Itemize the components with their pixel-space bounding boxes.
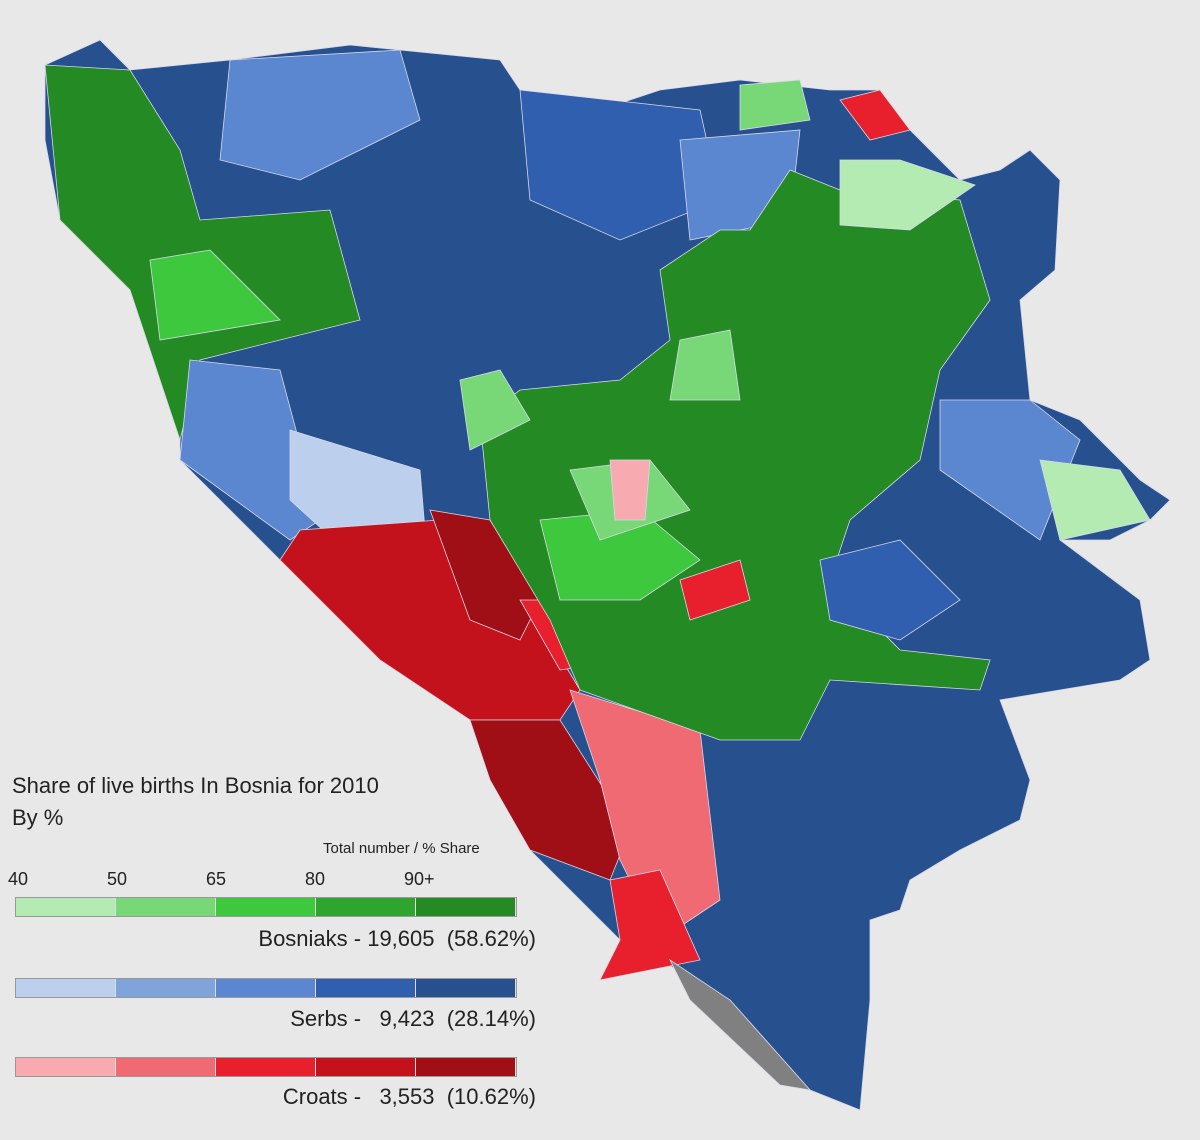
region	[219, 49, 421, 181]
color-swatch	[416, 979, 516, 997]
color-scale	[15, 1057, 517, 1077]
region	[609, 459, 651, 521]
scale-tick-label: 50	[107, 869, 128, 889]
color-swatch	[316, 1058, 416, 1076]
group-total: Serbs - 9,423 (28.14%)	[290, 1006, 536, 1031]
subtitle: By %	[12, 805, 64, 830]
region	[819, 539, 961, 641]
color-swatch	[316, 898, 416, 916]
color-scale	[15, 897, 517, 917]
region	[599, 869, 701, 981]
color-swatch	[116, 979, 216, 997]
legend-title: Share of live births In Bosnia for 2010 …	[12, 770, 379, 834]
region	[739, 79, 811, 131]
color-swatch	[116, 898, 216, 916]
group-total: Bosniaks - 19,605 (58.62%)	[258, 926, 536, 951]
title: Share of live births In Bosnia for 2010	[12, 773, 379, 798]
scale-tick-label: 65	[206, 869, 227, 889]
color-swatch	[16, 1058, 116, 1076]
region	[1039, 459, 1151, 541]
region	[149, 249, 281, 341]
color-swatch	[416, 898, 516, 916]
color-swatch	[316, 979, 416, 997]
scale-tick-label: 80	[305, 869, 326, 889]
color-swatch	[216, 898, 316, 916]
region	[519, 89, 721, 241]
scale-tick-label: 90+	[404, 869, 435, 889]
scale-caption: Total number / % Share	[323, 840, 480, 857]
region	[839, 159, 976, 231]
group-total: Croats - 3,553 (10.62%)	[282, 1084, 536, 1109]
color-swatch	[416, 1058, 516, 1076]
color-swatch	[216, 979, 316, 997]
region	[839, 89, 911, 141]
region	[459, 369, 531, 451]
region	[668, 958, 812, 1091]
region	[679, 559, 751, 621]
color-scale	[15, 978, 517, 998]
color-swatch	[16, 898, 116, 916]
color-swatch	[116, 1058, 216, 1076]
region	[429, 509, 541, 641]
scale-tick-label: 40	[8, 869, 29, 889]
region	[669, 329, 741, 401]
color-swatch	[216, 1058, 316, 1076]
color-swatch	[16, 979, 116, 997]
